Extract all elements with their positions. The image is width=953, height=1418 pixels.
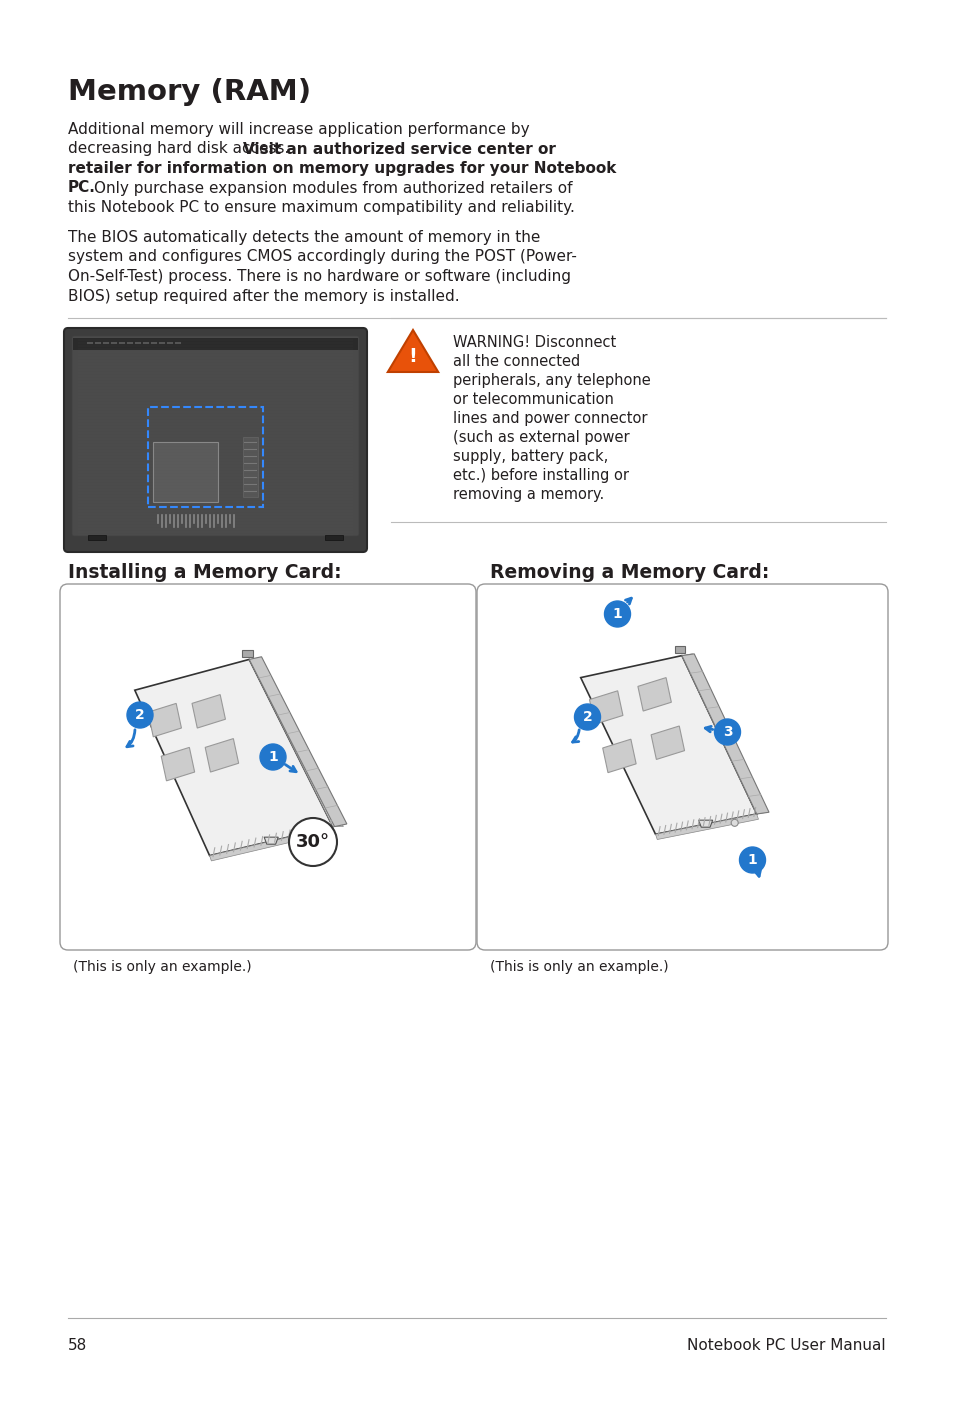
Polygon shape [580,655,756,834]
Circle shape [714,719,740,744]
Circle shape [604,601,630,627]
Polygon shape [387,330,437,372]
Bar [242,649,253,657]
Text: 2: 2 [135,708,145,722]
Text: 1: 1 [612,607,621,621]
Text: peripherals, any telephone: peripherals, any telephone [453,373,650,389]
Polygon shape [698,820,712,827]
Text: Memory (RAM): Memory (RAM) [68,78,311,106]
Bar [243,437,257,496]
Text: (such as external power: (such as external power [453,430,629,445]
Text: The BIOS automatically detects the amount of memory in the: The BIOS automatically detects the amoun… [68,230,539,245]
Polygon shape [161,747,194,781]
Polygon shape [210,827,335,861]
Text: 1: 1 [268,750,277,764]
Polygon shape [249,657,347,827]
Polygon shape [655,814,758,839]
Text: 58: 58 [68,1339,87,1353]
Circle shape [260,744,286,770]
Text: On-Self-Test) process. There is no hardware or software (including: On-Self-Test) process. There is no hardw… [68,269,571,284]
Text: WARNING! Disconnect: WARNING! Disconnect [453,335,616,350]
FancyBboxPatch shape [476,584,887,950]
Bar [325,535,343,540]
Text: (This is only an example.): (This is only an example.) [73,960,252,974]
Text: etc.) before installing or: etc.) before installing or [453,468,628,484]
Text: supply, battery pack,: supply, battery pack, [453,450,608,464]
Bar [88,535,106,540]
Bar [674,647,684,652]
Text: Visit an authorized service center or: Visit an authorized service center or [243,142,556,156]
Polygon shape [134,659,333,855]
Polygon shape [249,659,343,827]
Circle shape [289,818,336,866]
Text: decreasing hard disk access.: decreasing hard disk access. [68,142,294,156]
Bar [152,442,218,502]
Text: 3: 3 [722,725,732,739]
Text: BIOS) setup required after the memory is installed.: BIOS) setup required after the memory is… [68,288,459,303]
FancyBboxPatch shape [60,584,476,950]
FancyBboxPatch shape [64,328,367,552]
Text: retailer for information on memory upgrades for your Notebook: retailer for information on memory upgra… [68,162,616,176]
Polygon shape [650,726,684,760]
Circle shape [739,847,764,873]
Polygon shape [205,739,238,771]
Text: system and configures CMOS accordingly during the POST (Power-: system and configures CMOS accordingly d… [68,250,577,265]
Polygon shape [681,654,768,814]
Text: lines and power connector: lines and power connector [453,411,647,425]
Text: 1: 1 [747,854,757,866]
Polygon shape [681,654,766,814]
Text: Additional memory will increase application performance by: Additional memory will increase applicat… [68,122,529,138]
Text: (This is only an example.): (This is only an example.) [490,960,668,974]
Polygon shape [602,739,636,773]
Text: Removing a Memory Card:: Removing a Memory Card: [490,563,768,581]
Text: 30°: 30° [295,832,330,851]
Polygon shape [264,837,278,844]
Polygon shape [148,703,181,737]
Text: PC.: PC. [68,180,95,196]
Text: Notebook PC User Manual: Notebook PC User Manual [687,1339,885,1353]
Circle shape [307,832,314,839]
FancyBboxPatch shape [71,336,358,536]
Polygon shape [192,695,225,727]
Text: Only purchase expansion modules from authorized retailers of: Only purchase expansion modules from aut… [94,180,572,196]
Polygon shape [589,691,622,725]
Text: removing a memory.: removing a memory. [453,486,603,502]
Circle shape [574,703,599,730]
Bar [73,337,357,350]
Bar [148,407,263,508]
Circle shape [127,702,152,727]
Text: all the connected: all the connected [453,354,579,369]
Text: !: ! [408,346,417,366]
Text: this Notebook PC to ensure maximum compatibility and reliability.: this Notebook PC to ensure maximum compa… [68,200,575,216]
Polygon shape [638,678,671,710]
Text: 2: 2 [582,710,592,725]
Text: Installing a Memory Card:: Installing a Memory Card: [68,563,341,581]
Circle shape [730,820,738,827]
Text: or telecommunication: or telecommunication [453,391,613,407]
